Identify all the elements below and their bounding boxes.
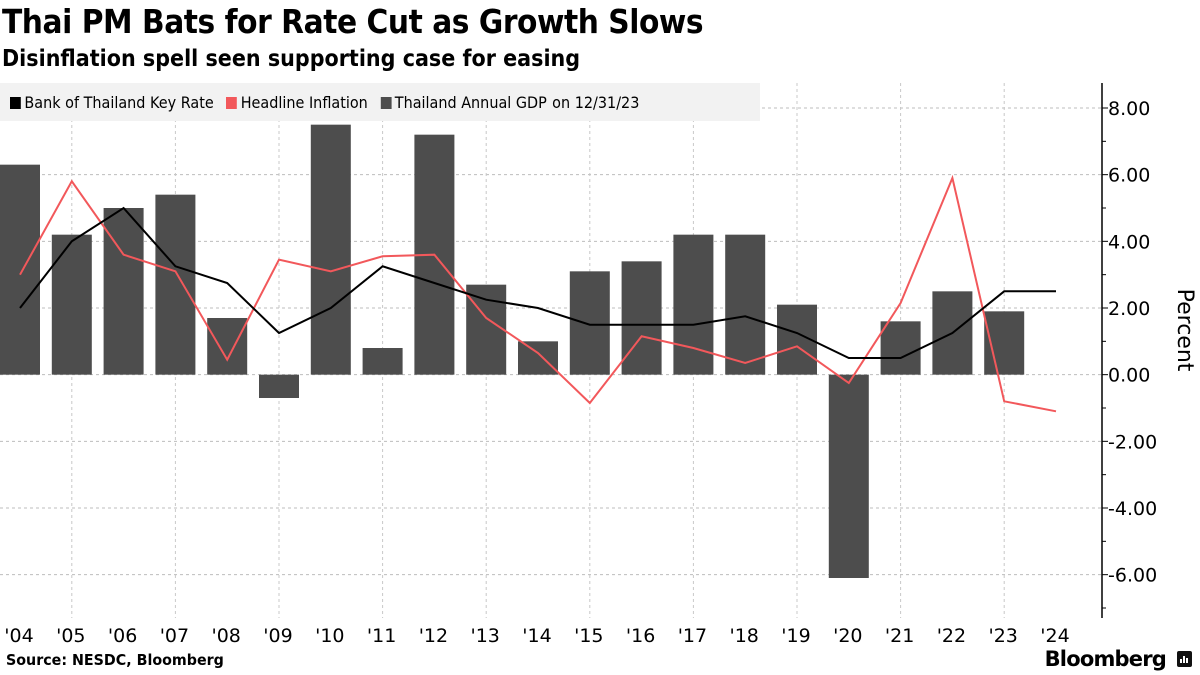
x-tick-label: '18: [729, 625, 758, 647]
x-tick-label: '09: [263, 625, 292, 647]
y-tick-label: -4.00: [1108, 498, 1157, 520]
x-tick-label: '20: [833, 625, 862, 647]
gdp-bar: [207, 318, 248, 375]
x-tick-label: '04: [4, 625, 33, 647]
x-tick-label: '21: [885, 625, 914, 647]
gdp-bar: [828, 374, 869, 578]
gdp-bar: [362, 348, 403, 375]
x-tick-label: '15: [574, 625, 603, 647]
x-tick-label: '10: [315, 625, 344, 647]
gdp-bar: [103, 208, 144, 375]
gdp-bar: [466, 284, 507, 375]
y-tick-label: -6.00: [1108, 565, 1157, 587]
gdp-bar: [518, 341, 558, 375]
chart-subtitle: Disinflation spell seen supporting case …: [2, 46, 581, 72]
source-note: Source: NESDC, Bloomberg: [6, 651, 224, 669]
gdp-bar: [0, 164, 40, 375]
x-tick-label: '22: [937, 625, 966, 647]
legend-swatch-inflation: [226, 96, 238, 109]
gdp-bar: [621, 261, 662, 375]
bloomberg-chart-icon: [1177, 651, 1192, 667]
key-rate-line: [19, 206, 1056, 359]
chart-title: Thai PM Bats for Rate Cut as Growth Slow…: [2, 2, 704, 41]
legend-item-inflation: Headline Inflation: [226, 93, 368, 112]
y-tick-label: 0.00: [1108, 365, 1150, 387]
brand-logo-text: Bloomberg: [1044, 647, 1167, 671]
x-tick-label: '11: [367, 625, 396, 647]
y-axis-title: Percent: [1172, 289, 1197, 372]
legend-swatch-key-rate: [10, 96, 21, 109]
gdp-bar: [51, 234, 92, 375]
x-tick-label: '05: [56, 625, 85, 647]
legend: Bank of Thailand Key Rate Headline Infla…: [0, 83, 760, 121]
x-tick-label: '14: [522, 625, 551, 647]
gdp-bar: [259, 374, 299, 398]
y-tick-label: 4.00: [1108, 231, 1150, 253]
x-tick-label: '17: [678, 625, 707, 647]
y-tick-label: 2.00: [1108, 298, 1150, 320]
inflation-line: [19, 174, 1057, 413]
legend-item-key-rate: Bank of Thailand Key Rate: [10, 93, 214, 112]
x-tick-label: '13: [470, 625, 499, 647]
y-tick-label: 6.00: [1108, 165, 1150, 187]
legend-label-key-rate: Bank of Thailand Key Rate: [24, 93, 214, 112]
gdp-bar: [725, 234, 766, 375]
x-tick-label: '07: [160, 625, 189, 647]
y-tick-label: -2.00: [1108, 431, 1157, 453]
y-tick-label: 8.00: [1108, 98, 1150, 120]
x-tick-label: '16: [626, 625, 655, 647]
gdp-bar: [310, 124, 351, 375]
gdp-bar: [155, 194, 196, 375]
legend-label-gdp: Thailand Annual GDP: [394, 93, 547, 112]
x-axis: '04 '05 '06 '07 '08 '09 '10 '11 '12 '13 '14 '15 '16 '…: [4, 625, 1069, 647]
legend-label-inflation: Headline Inflation: [240, 93, 368, 112]
legend-date-note: on 12/31/23: [552, 93, 640, 112]
x-tick-label: '12: [419, 625, 448, 647]
gdp-bar: [673, 234, 714, 375]
legend-item-gdp: Thailand Annual GDP on 12/31/23: [380, 93, 639, 112]
gdp-bar: [569, 271, 610, 375]
x-tick-label: '06: [108, 625, 137, 647]
series-lines: [19, 174, 1057, 413]
grid-lines: [0, 83, 1102, 618]
x-tick-label: '23: [988, 625, 1017, 647]
legend-swatch-gdp: [380, 96, 392, 109]
x-tick-label: '19: [781, 625, 810, 647]
x-tick-label: '24: [1040, 625, 1069, 647]
gdp-bars: [0, 124, 1025, 578]
y-axis: 8.00 6.00 4.00 2.00 0.00 -2.00 -4.00 -6.00: [1101, 83, 1157, 618]
gdp-bar: [880, 321, 921, 375]
x-tick-label: '08: [211, 625, 240, 647]
